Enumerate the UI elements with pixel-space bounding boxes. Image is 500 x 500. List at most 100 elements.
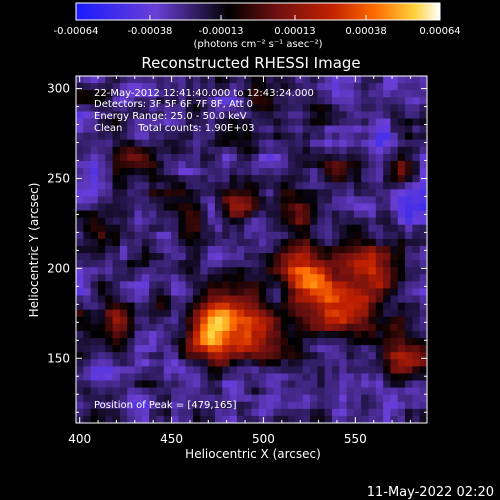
- heatmap-cell: [295, 146, 304, 155]
- heatmap-cell: [156, 175, 165, 183]
- heatmap-cell: [156, 160, 165, 169]
- heatmap-cell: [339, 210, 348, 219]
- heatmap-cell: [83, 210, 92, 219]
- heatmap-cell: [76, 203, 84, 212]
- heatmap-cell: [273, 338, 282, 346]
- heatmap-cell: [317, 274, 326, 282]
- heatmap-cell: [222, 330, 231, 339]
- heatmap-cell: [97, 104, 106, 113]
- heatmap-cell: [222, 274, 231, 282]
- heatmap-cell: [214, 160, 223, 169]
- heatmap-cell: [207, 288, 216, 297]
- heatmap-cell: [390, 238, 399, 247]
- heatmap-cell: [134, 203, 143, 212]
- heatmap-cell: [127, 224, 136, 233]
- heatmap-cell: [339, 267, 348, 275]
- heatmap-cell: [317, 323, 326, 332]
- heatmap-cell: [302, 267, 311, 275]
- heatmap-cell: [236, 125, 245, 134]
- heatmap-cell: [222, 338, 231, 346]
- heatmap-cell: [222, 253, 231, 261]
- heatmap-cell: [251, 316, 260, 325]
- heatmap-cell: [200, 323, 209, 332]
- heatmap-cell: [419, 196, 427, 205]
- heatmap-cell: [295, 401, 304, 410]
- heatmap-cell: [178, 196, 187, 205]
- heatmap-cell: [280, 309, 289, 318]
- heatmap-cell: [295, 153, 304, 162]
- heatmap-cell: [368, 260, 377, 268]
- heatmap-cell: [405, 338, 413, 346]
- heatmap-cell: [163, 97, 172, 105]
- heatmap-cell: [251, 217, 260, 226]
- heatmap-cell: [97, 267, 106, 275]
- heatmap-cell: [229, 281, 238, 290]
- heatmap-cell: [266, 295, 275, 304]
- heatmap-cell: [90, 267, 99, 275]
- heatmap-cell: [83, 217, 92, 226]
- heatmap-cell: [288, 196, 296, 205]
- heatmap-cell: [141, 338, 150, 346]
- heatmap-cell: [280, 146, 289, 155]
- heatmap-cell: [156, 217, 165, 226]
- heatmap-cell: [266, 76, 275, 84]
- heatmap-cell: [295, 245, 304, 254]
- heatmap-cell: [302, 182, 311, 190]
- heatmap-cell: [375, 83, 384, 91]
- heatmap-cell: [412, 380, 421, 389]
- heatmap-cell: [295, 352, 304, 360]
- heatmap-cell: [97, 345, 106, 353]
- heatmap-cell: [419, 217, 427, 226]
- heatmap-cell: [76, 323, 84, 332]
- heatmap-cell: [105, 338, 114, 346]
- heatmap-cell: [375, 260, 384, 268]
- heatmap-cell: [310, 245, 318, 254]
- heatmap-cell: [134, 125, 143, 134]
- heatmap-cell: [397, 217, 406, 226]
- heatmap-cell: [200, 175, 209, 183]
- heatmap-cell: [178, 90, 187, 98]
- heatmap-cell: [171, 316, 179, 325]
- heatmap-cell: [207, 182, 216, 190]
- heatmap-cell: [310, 387, 318, 396]
- heatmap-cell: [83, 288, 92, 297]
- heatmap-cell: [251, 189, 260, 197]
- heatmap-cell: [105, 345, 114, 353]
- heatmap-cell: [419, 139, 427, 148]
- heatmap-cell: [105, 90, 114, 98]
- heatmap-cell: [244, 323, 253, 332]
- heatmap-cell: [193, 253, 201, 261]
- heatmap-cell: [258, 387, 267, 396]
- heatmap-cell: [141, 295, 150, 304]
- heatmap-cell: [346, 288, 355, 297]
- heatmap-cell: [214, 83, 223, 91]
- heatmap-cell: [331, 146, 340, 155]
- heatmap-cell: [244, 330, 253, 339]
- heatmap-cell: [244, 97, 253, 105]
- heatmap-cell: [346, 168, 355, 176]
- heatmap-cell: [368, 345, 377, 353]
- heatmap-cell: [105, 139, 114, 148]
- heatmap-cell: [156, 352, 165, 360]
- heatmap-cell: [156, 373, 165, 382]
- heatmap-cell: [83, 387, 92, 396]
- heatmap-cell: [127, 302, 136, 311]
- heatmap-cell: [390, 408, 399, 417]
- heatmap-cell: [390, 380, 399, 389]
- heatmap-cell: [97, 274, 106, 282]
- heatmap-cell: [171, 118, 179, 127]
- heatmap-cell: [149, 359, 158, 367]
- heatmap-cell: [280, 380, 289, 389]
- heatmap-cell: [375, 104, 384, 113]
- heatmap-cell: [390, 217, 399, 226]
- heatmap-cell: [200, 366, 209, 375]
- heatmap-cell: [200, 330, 209, 339]
- heatmap-cell: [419, 160, 427, 169]
- heatmap-cell: [97, 90, 106, 98]
- heatmap-cell: [119, 380, 128, 389]
- heatmap-cell: [419, 373, 427, 382]
- heatmap-cell: [419, 203, 427, 212]
- heatmap-cell: [149, 132, 158, 141]
- heatmap-cell: [310, 210, 318, 219]
- heatmap-cell: [134, 217, 143, 226]
